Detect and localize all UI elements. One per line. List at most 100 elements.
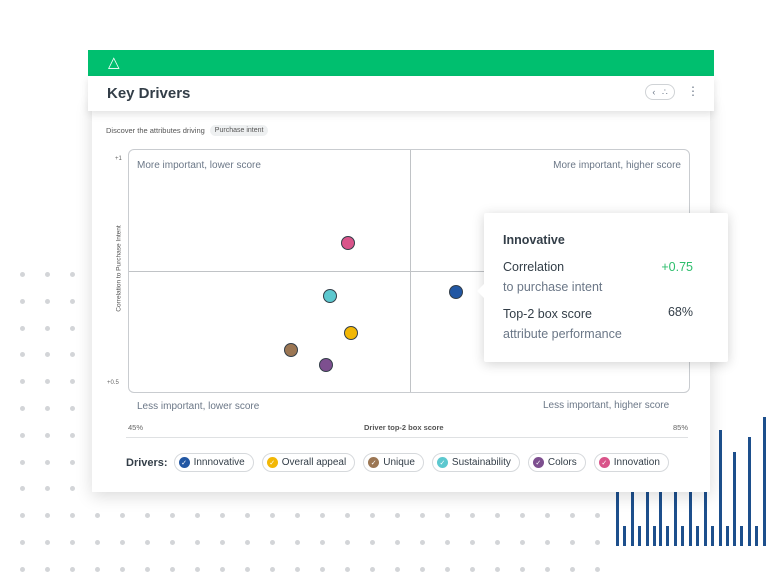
quadrant-top-right-label: More important, higher score: [553, 160, 681, 171]
decorative-dot: [545, 540, 550, 545]
decorative-dot: [145, 566, 150, 572]
legend-label: Unique: [383, 457, 415, 468]
legend-chip[interactable]: ✓ Unique: [363, 453, 424, 472]
decorative-dot: [195, 513, 200, 519]
decorative-dot: [95, 566, 100, 572]
decorative-bar: [755, 526, 758, 546]
decorative-dot: [195, 566, 200, 572]
legend-chip[interactable]: ✓ Sustainability: [431, 453, 520, 472]
drivers-legend: Drivers: ✓ Innnovative ✓ Overall appeal ✓ Uni…: [126, 453, 669, 472]
subtitle: Discover the attributes driving Purchase…: [106, 125, 269, 136]
decorative-dot: [120, 566, 125, 572]
decorative-dot: [470, 513, 475, 519]
decorative-bar: [740, 526, 743, 546]
legend-label: Colors: [547, 457, 577, 468]
legend-chip[interactable]: ✓ Overall appeal: [261, 453, 356, 472]
decorative-dot: [20, 325, 25, 331]
decorative-bar: [674, 479, 677, 546]
decorative-dot: [70, 298, 75, 304]
decorative-bar: [711, 526, 714, 546]
legend-chip[interactable]: ✓ Innnovative: [173, 453, 254, 472]
data-point[interactable]: [322, 289, 337, 304]
view-toggle[interactable]: ‹ ∴: [645, 84, 675, 100]
scatter-icon[interactable]: ∴: [661, 86, 668, 97]
decorative-dot: [20, 459, 25, 465]
decorative-dot: [45, 432, 50, 438]
decorative-dot: [220, 566, 225, 572]
data-point[interactable]: [283, 343, 298, 358]
decorative-bar: [763, 417, 766, 546]
decorative-dot: [445, 513, 450, 519]
decorative-dot: [45, 459, 50, 465]
decorative-bar: [623, 526, 626, 546]
correlation-sublabel: to purchase intent: [503, 280, 603, 294]
decorative-dot: [270, 513, 275, 519]
decorative-dot: [270, 566, 275, 572]
decorative-dot: [45, 486, 50, 492]
x-tick-max: 85%: [673, 423, 689, 432]
decorative-dot: [320, 513, 325, 519]
decorative-dot: [170, 566, 175, 572]
purchase-intent-tag[interactable]: Purchase intent: [209, 125, 269, 136]
decorative-dot: [20, 432, 25, 438]
decorative-dot: [295, 566, 300, 572]
decorative-dot: [70, 540, 75, 545]
decorative-dot: [20, 272, 25, 277]
legend-chip[interactable]: ✓ Innovation: [593, 453, 669, 472]
decorative-dot: [570, 566, 575, 572]
decorative-bar: [726, 526, 729, 546]
decorative-dot: [45, 298, 50, 304]
decorative-dot: [45, 406, 50, 411]
score-label: Top-2 box score: [503, 307, 592, 321]
decorative-dot: [170, 513, 175, 519]
page-title: Key Drivers: [107, 85, 191, 102]
decorative-dot: [20, 298, 25, 304]
decorative-bar: [681, 526, 684, 546]
decorative-dot: [20, 379, 25, 385]
decorative-dot: [45, 513, 50, 519]
decorative-dot: [495, 513, 500, 519]
correlation-label: Correlation: [503, 260, 565, 274]
decorative-bar: [719, 430, 722, 546]
decorative-dot: [445, 566, 450, 572]
decorative-dot: [520, 540, 525, 545]
decorative-dot: [70, 325, 75, 331]
decorative-dot: [170, 540, 175, 545]
legend-label: Overall appeal: [281, 457, 347, 468]
chevron-left-icon[interactable]: ‹: [652, 87, 656, 97]
more-vertical-icon[interactable]: ⋮: [687, 84, 699, 98]
decorative-dot: [70, 272, 75, 277]
data-point[interactable]: [341, 235, 356, 250]
decorative-dot: [395, 513, 400, 519]
decorative-dot: [20, 406, 25, 411]
legend-chip[interactable]: ✓ Colors: [527, 453, 586, 472]
decorative-dot: [95, 513, 100, 519]
decorative-dot: [370, 540, 375, 545]
decorative-bar: [748, 437, 751, 546]
decorative-bar: [653, 526, 656, 546]
decorative-dot: [120, 540, 125, 545]
checkmark-icon: ✓: [368, 457, 380, 468]
decorative-bar: [696, 526, 699, 546]
decorative-dot: [120, 513, 125, 519]
decorative-dot: [395, 540, 400, 545]
decorative-dot: [20, 352, 25, 358]
decorative-bar: [704, 446, 707, 546]
decorative-dot: [45, 272, 50, 277]
decorative-dot: [20, 486, 25, 492]
decorative-dot: [545, 566, 550, 572]
quadrant-top-left-label: More important, lower score: [137, 160, 261, 171]
decorative-dot: [145, 540, 150, 545]
decorative-dot: [520, 513, 525, 519]
quadrant-bottom-left-label: Less important, lower score: [137, 401, 260, 412]
data-point[interactable]: [343, 326, 358, 340]
checkmark-icon: ✓: [436, 457, 448, 468]
data-point[interactable]: [318, 357, 333, 372]
decorative-dot: [370, 513, 375, 519]
decorative-dot: [420, 566, 425, 572]
quadrant-bottom-right-label: Less important, higher score: [543, 400, 670, 411]
data-point[interactable]: [449, 284, 464, 299]
x-axis-label: Driver top-2 box score: [364, 423, 444, 432]
decorative-dot: [45, 352, 50, 358]
